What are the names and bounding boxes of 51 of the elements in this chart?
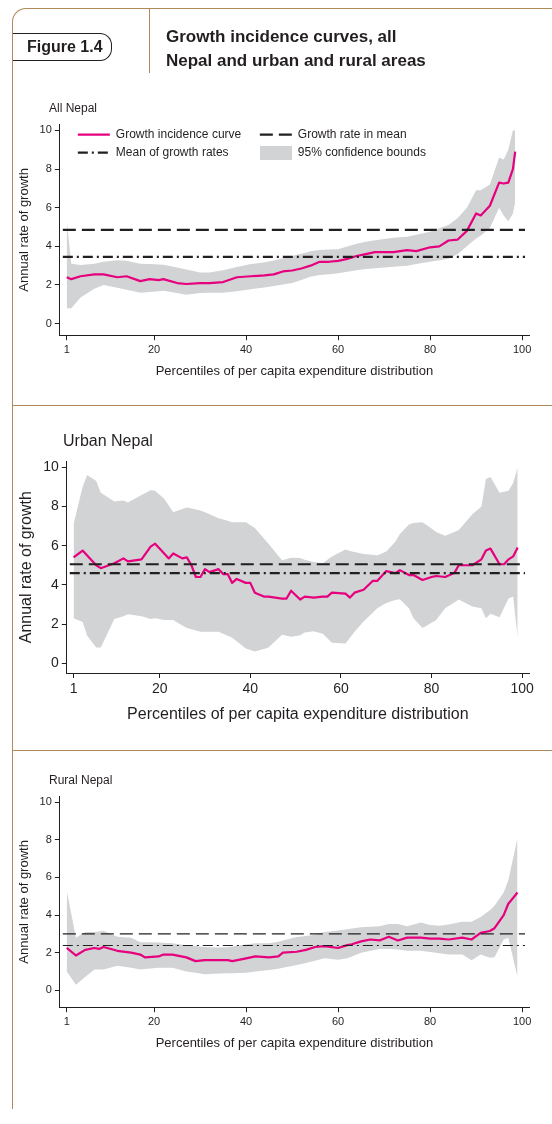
x-tick-label: 20 xyxy=(151,680,168,697)
x-tick-label: 1 xyxy=(63,1014,70,1027)
y-tick-label: 4 xyxy=(45,908,52,921)
x-tick-label: 80 xyxy=(423,680,440,697)
y-tick-label: 2 xyxy=(50,614,59,631)
y-tick-label: 6 xyxy=(50,536,59,553)
y-tick-label: 2 xyxy=(45,278,52,290)
y-tick-label: 0 xyxy=(45,983,52,996)
x-tick-label: 40 xyxy=(242,680,259,697)
chart-subtitle: All Nepal xyxy=(49,101,99,115)
y-tick-label: 6 xyxy=(45,200,52,213)
chart-subtitle: Urban Nepal xyxy=(63,432,154,450)
x-tick-label: 20 xyxy=(148,1014,161,1027)
y-tick-label: 6 xyxy=(45,870,52,883)
x-tick-label: 80 xyxy=(423,1014,437,1027)
x-tick-label: 1 xyxy=(63,342,70,355)
y-axis-title: Annual rate of growth xyxy=(16,168,32,292)
x-tick-label: 60 xyxy=(331,342,345,355)
x-tick-label: 80 xyxy=(423,342,437,355)
y-tick-label: 8 xyxy=(50,497,59,514)
x-tick-label: 60 xyxy=(333,680,349,697)
x-tick-label: 40 xyxy=(240,1014,253,1027)
chart-title: Growth incidence curves, all Nepal and urban and rural areas xyxy=(166,26,427,72)
y-axis-title: Annual rate of growth xyxy=(17,491,35,644)
y-tick-label: 4 xyxy=(50,575,59,592)
x-axis-title: Percentiles of per capita expenditure distribution xyxy=(127,704,469,722)
y-tick-label: 0 xyxy=(45,316,52,329)
legend-label: Growth incidence curve xyxy=(115,126,242,141)
y-tick-label: 8 xyxy=(45,832,52,845)
annotation: 95% confidence bounds xyxy=(297,144,426,159)
x-tick-label: 20 xyxy=(148,342,161,355)
legend-label: Mean of growth rates xyxy=(115,144,229,159)
x-tick-label: 100 xyxy=(510,680,535,697)
legend-label: Growth rate in mean xyxy=(297,126,407,141)
y-tick-label: 10 xyxy=(39,123,52,136)
caption: Figure 1.4 xyxy=(13,33,112,61)
y-tick-label: 0 xyxy=(50,654,59,671)
x-tick-label: 40 xyxy=(240,342,253,355)
y-tick-label: 10 xyxy=(43,458,59,475)
y-tick-label: 2 xyxy=(45,945,52,958)
x-tick-label: 100 xyxy=(512,1014,532,1027)
y-axis-title: Annual rate of growth xyxy=(16,840,32,964)
x-tick-label: 1 xyxy=(69,680,78,697)
x-tick-label: 100 xyxy=(512,342,532,355)
y-tick-label: 10 xyxy=(39,795,52,808)
y-tick-label: 8 xyxy=(45,162,52,175)
x-axis-title: Percentiles of per capita expenditure distribution xyxy=(155,362,434,378)
y-tick-label: 4 xyxy=(45,239,52,252)
x-axis-title: Percentiles of per capita expenditure distribution xyxy=(155,1034,434,1050)
chart-subtitle: Rural Nepal xyxy=(49,773,114,787)
x-tick-label: 60 xyxy=(331,1014,345,1027)
